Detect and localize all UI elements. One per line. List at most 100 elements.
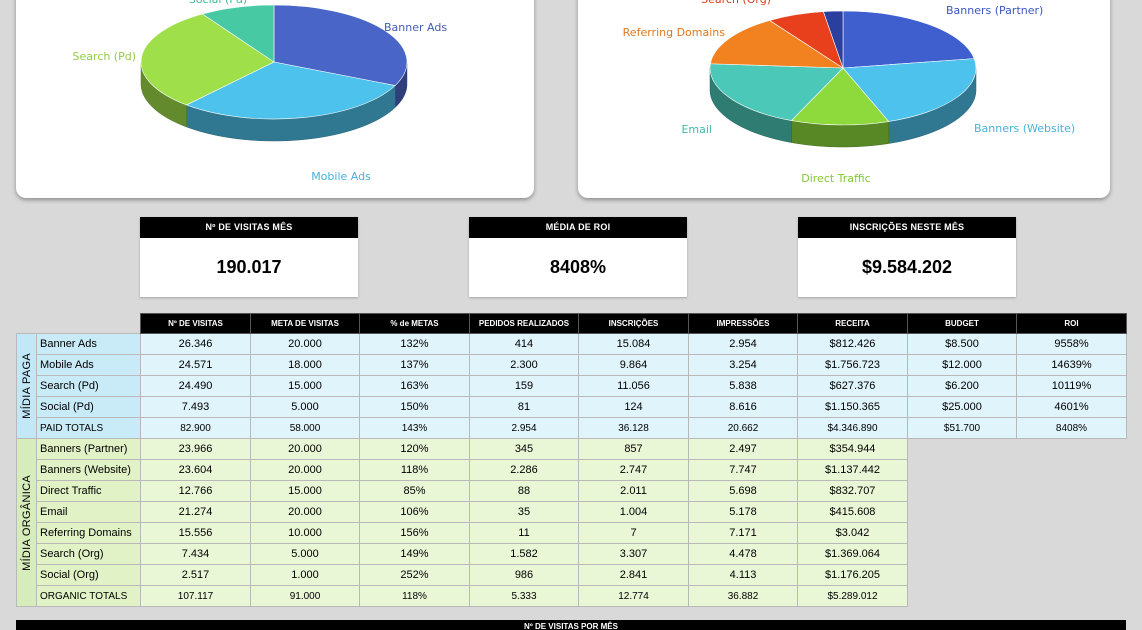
table-row: PAID TOTALS 82.900 58.000 143% 2.954 36.128 20… [17,417,1127,439]
row-label: PAID TOTALS [36,417,141,439]
table-cell: 4.113 [688,564,798,586]
table-cell: 7.434 [140,543,251,565]
table-cell: 5.000 [250,396,360,418]
pie-slice [185,61,396,120]
table-cell: 4.478 [688,543,798,565]
table-cell: 857 [578,438,689,460]
empty-cell [908,460,1017,481]
pie-slice-label: Mobile Ads [311,170,371,183]
pie-slice [842,10,975,69]
empty-cell [908,544,1017,565]
table-cell: $832.707 [797,480,908,502]
table-cell: 24.571 [140,354,251,376]
table-cell: 7 [578,522,689,544]
table-cell: 18.000 [250,354,360,376]
table-cell: $627.376 [797,375,908,397]
table-cell: $3.042 [797,522,908,544]
table-cell: 163% [359,375,470,397]
organic-media-pie-chart: Banners (Partner) Banners (Website) Direct… [578,0,1110,198]
pie-slice-label: Direct Traffic [801,172,870,185]
table-cell: 2.011 [578,480,689,502]
table-cell: 3.254 [688,354,798,376]
kpi-signups: INSCRIÇÕES NESTE MÊS $9.584.202 [798,217,1016,297]
table-row: Banners (Website) 23.604 20.000 118% 2.286 2.… [17,459,1127,481]
table-cell: 20.000 [250,501,360,523]
column-header: META DE VISITAS [250,313,360,334]
pie-slice [709,63,844,121]
table-cell: 4601% [1016,396,1127,418]
kpi-roi-title: MÉDIA DE ROI [469,217,687,238]
table-cell: 5.178 [688,501,798,523]
table-cell: 12.774 [578,585,689,607]
pie-slice [842,58,977,122]
table-cell: $812.426 [797,333,908,355]
table-header-row: Nº DE VISITAS META DE VISITAS% de METAS PE… [17,313,1127,334]
pie-slice-label: Social (Pd) [189,0,247,6]
table-cell: $51.700 [907,417,1017,439]
table-cell: 3.307 [578,543,689,565]
table-cell: 345 [469,438,579,460]
table-cell: 7.747 [688,459,798,481]
pie-slice [823,10,844,69]
table-cell: 11 [469,522,579,544]
group-label-text: MÍDIA PAGA [20,353,33,419]
empty-cell [908,502,1017,523]
row-label: Search (Pd) [36,375,141,397]
table-cell: 7.171 [688,522,798,544]
table-cell: 2.300 [469,354,579,376]
table-cell: 137% [359,354,470,376]
table-cell: 15.084 [578,333,689,355]
table-cell: 82.900 [140,417,251,439]
empty-cell [908,523,1017,544]
table-cell: $1.756.723 [797,354,908,376]
pie-slice-label: Search (Pd) [73,50,137,63]
pie-slice [140,13,275,106]
table-cell: 2.954 [469,417,579,439]
table-cell: 10.000 [250,522,360,544]
pie-slice-label: Search (Org) [701,0,771,6]
table-cell: $8.500 [907,333,1017,355]
table-cell: 118% [359,585,470,607]
kpi-signups-title: INSCRIÇÕES NESTE MÊS [798,217,1016,238]
table-row: MÍDIA ORGÂNICA Banners (Partner) 23.966 20.… [16,438,1127,607]
table-cell: 23.604 [140,459,251,481]
empty-cell [1017,481,1127,502]
table-cell: 132% [359,333,470,355]
table-cell: 91.000 [250,585,360,607]
table-cell: 986 [469,564,579,586]
pie-slice-label: Banners (Partner) [946,4,1043,17]
table-cell: 2.497 [688,438,798,460]
organic-pie-svg: Banners (Partner) Banners (Website) Direct… [623,0,1076,185]
monthly-visits-header: Nº DE VISITAS POR MÊS [16,620,1126,630]
pie-slice-label: Email [681,123,712,136]
table-cell: 15.000 [250,480,360,502]
table-cell: 21.274 [140,501,251,523]
table-cell: 20.000 [250,333,360,355]
table-cell: 14639% [1016,354,1127,376]
empty-cell [1017,523,1127,544]
column-header: PEDIDOS REALIZADOS [469,313,579,334]
table-cell: 2.286 [469,459,579,481]
row-label: Email [36,501,141,523]
empty-cell [908,565,1017,586]
empty-cell [908,586,1017,607]
table-cell: 24.490 [140,375,251,397]
row-label: Referring Domains [36,522,141,544]
table-cell: 26.346 [140,333,251,355]
kpi-visits-title: Nº DE VISITAS MÊS [140,217,358,238]
table-cell: $6.200 [907,375,1017,397]
table-cell: 106% [359,501,470,523]
group-label-text: MÍDIA ORGÂNICA [20,474,33,571]
table-cell: 11.056 [578,375,689,397]
table-cell: 2.517 [140,564,251,586]
pie-slice-label: Banner Ads [384,21,447,34]
table-cell: 20.000 [250,459,360,481]
table-cell: $354.944 [797,438,908,460]
table-cell: $25.000 [907,396,1017,418]
column-header: RECEITA [797,313,908,334]
table-cell: 156% [359,522,470,544]
table-row: Direct Traffic 12.766 15.000 85% 88 2.011 5.69… [17,480,1127,502]
row-label: Banners (Website) [36,459,141,481]
table-cell: 20.000 [250,438,360,460]
table-row: Social (Org) 2.517 1.000 252% 986 2.841 4.113 $… [17,564,1127,586]
